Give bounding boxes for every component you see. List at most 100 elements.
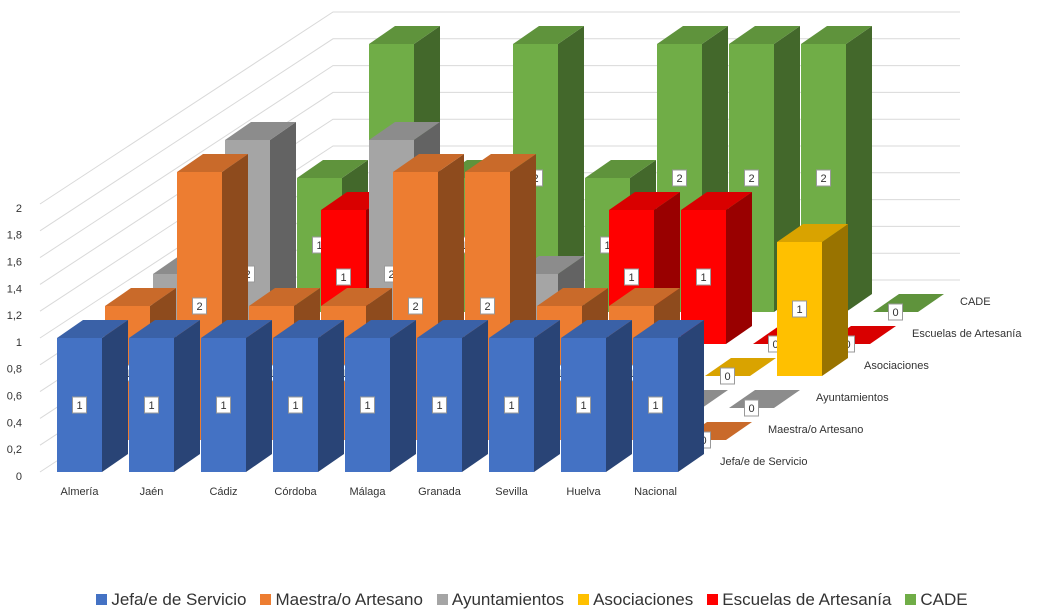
- data-label: 2: [484, 301, 490, 313]
- bar: [201, 320, 272, 472]
- series-axis-label: Jefa/e de Servicio: [720, 456, 807, 468]
- bar-side: [246, 320, 272, 472]
- data-label: 1: [700, 272, 706, 284]
- bar-side: [102, 320, 128, 472]
- series-axis-label: Asociaciones: [864, 360, 929, 372]
- data-label: 1: [508, 400, 514, 412]
- bar-top: [873, 294, 944, 312]
- bar-top: [297, 160, 368, 178]
- data-label-box: [288, 396, 303, 414]
- bar-top: [537, 288, 608, 306]
- data-label: 2: [820, 173, 826, 185]
- bar-side: [534, 320, 560, 472]
- y-tick-label: 1,6: [7, 257, 22, 269]
- legend-swatch: [96, 594, 108, 605]
- data-label-box: [792, 300, 807, 318]
- grid-line: [39, 11, 960, 205]
- legend: Jefa/e de Servicio Maestra/o Artesano Ayun…: [0, 590, 1064, 610]
- legend-swatch: [578, 594, 590, 605]
- bar: [345, 320, 416, 472]
- data-label: 1: [604, 240, 610, 252]
- bar-top: [609, 288, 680, 306]
- bar-side: [606, 320, 632, 472]
- legend-swatch: [905, 594, 917, 605]
- data-label-box: [408, 297, 423, 315]
- data-label-box: [336, 268, 351, 286]
- bar-top: [345, 320, 416, 338]
- data-label: 2: [196, 301, 202, 313]
- bar-top: [321, 288, 392, 306]
- bar-top: [633, 320, 704, 338]
- bar-top: [609, 192, 680, 210]
- data-label: 1: [580, 400, 586, 412]
- bar-top: [465, 154, 536, 172]
- data-label-box: [624, 268, 639, 286]
- legend-item: Maestra/o Artesano: [260, 590, 423, 610]
- data-label-box: [816, 169, 831, 187]
- bar-side: [174, 320, 200, 472]
- data-label-box: [888, 303, 903, 321]
- legend-swatch: [707, 594, 719, 605]
- bar-top: [273, 320, 344, 338]
- data-label: 2: [388, 269, 394, 281]
- legend-swatch: [436, 594, 448, 605]
- legend-label: Asociaciones: [593, 590, 694, 609]
- data-label-box: [504, 396, 519, 414]
- series-axis-label: Maestra/o Artesano: [768, 424, 863, 436]
- data-label-box: [576, 396, 591, 414]
- bar-top: [729, 26, 800, 44]
- bar: [57, 320, 128, 472]
- data-label: 1: [292, 400, 298, 412]
- chart: 0 0,2 0,4 0,6 0,8 1 1,2 1,4 1,6 1,8 2 CADE 1 2 1 2 1 2 2 2 0…: [7, 11, 1022, 498]
- bar-top: [489, 320, 560, 338]
- x-tick-label: Nacional: [634, 486, 677, 498]
- bar-top: [657, 26, 728, 44]
- data-label: 1: [220, 400, 226, 412]
- data-label-box: [216, 396, 231, 414]
- bar-top: [801, 26, 872, 44]
- data-label: 1: [652, 400, 658, 412]
- x-tick-label: Jaén: [140, 486, 164, 498]
- bar-side: [390, 320, 416, 472]
- y-tick-label: 2: [16, 203, 22, 215]
- data-label: 0: [748, 403, 754, 415]
- y-tick-label: 1,4: [7, 283, 22, 295]
- series-axis-label: Ayuntamientos: [816, 392, 889, 404]
- bar: [489, 320, 560, 472]
- bar-side: [318, 320, 344, 472]
- data-label-box: [720, 367, 735, 385]
- y-tick-label: 0,6: [7, 391, 22, 403]
- bar-side: [558, 26, 584, 312]
- bar-top: [129, 320, 200, 338]
- x-tick-label: Granada: [418, 486, 462, 498]
- data-label: 0: [892, 307, 898, 319]
- bar: [273, 320, 344, 472]
- legend-swatch: [260, 594, 272, 605]
- bar: [417, 320, 488, 472]
- bar-side: [726, 192, 752, 344]
- data-label: 1: [76, 400, 82, 412]
- x-tick-label: Cádiz: [209, 486, 237, 498]
- data-label: 1: [436, 400, 442, 412]
- bar-top: [585, 160, 656, 178]
- data-label-box: [480, 297, 495, 315]
- legend-item: Asociaciones: [578, 590, 693, 610]
- legend-item: Jefa/e de Servicio: [96, 590, 246, 610]
- legend-item: Escuelas de Artesanía: [707, 590, 891, 610]
- legend-item: CADE: [905, 590, 968, 610]
- data-label: 2: [748, 173, 754, 185]
- bar-top: [681, 192, 752, 210]
- data-label-box: [744, 169, 759, 187]
- data-label-box: [672, 169, 687, 187]
- bar-top: [729, 390, 800, 408]
- y-tick-label: 0,4: [7, 417, 22, 429]
- data-label: 1: [340, 272, 346, 284]
- legend-label: Maestra/o Artesano: [275, 590, 423, 609]
- y-tick-label: 0,2: [7, 444, 22, 456]
- data-label-box: [744, 399, 759, 417]
- bar: [633, 320, 704, 472]
- data-label: 0: [772, 339, 778, 351]
- bar-top: [369, 122, 440, 140]
- bar: [705, 358, 776, 376]
